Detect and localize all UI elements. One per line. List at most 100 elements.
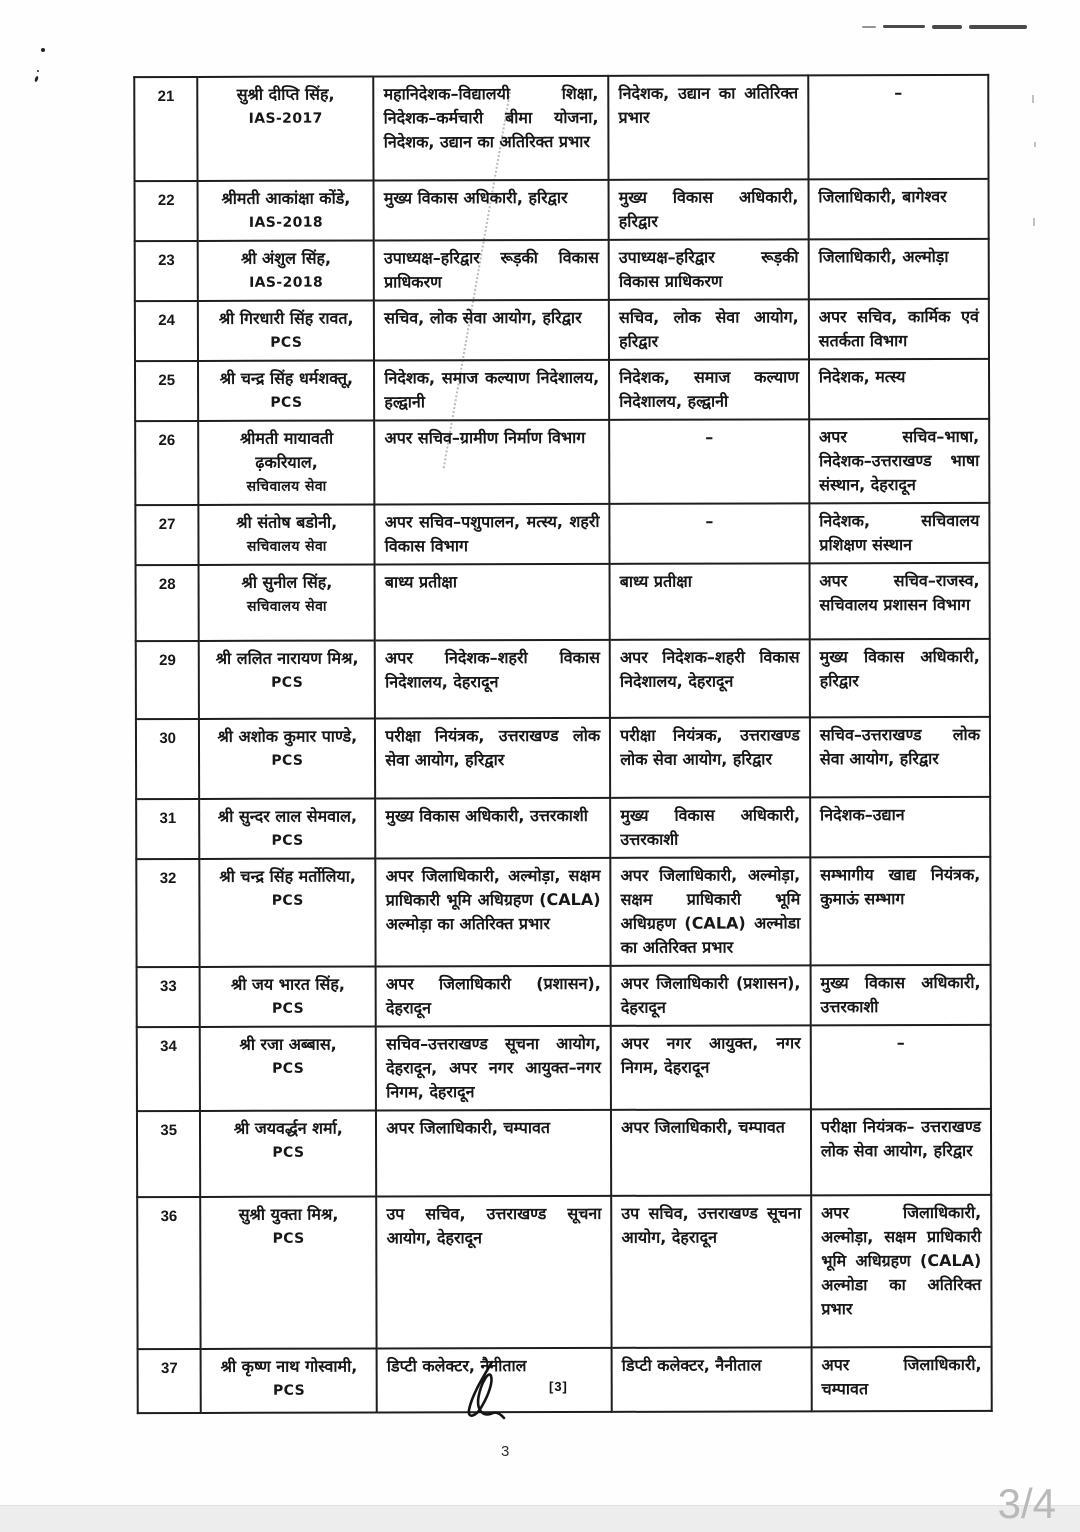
officer-name: श्री चन्द्र सिंह मर्तोलिया, [219,866,356,886]
officer-cadre: IAS-2018 [249,274,324,291]
officer-cadre: PCS [271,892,304,909]
viewer-bottom-bar [0,1505,1080,1532]
officer-name-cell: सुश्री दीप्ति सिंह, IAS-2017 [197,76,374,181]
new-post-cell: परीक्षा नियंत्रक– उत्तराखण्ड लोक सेवा आय… [810,1108,992,1196]
serial-number-cell: 28 [135,564,200,642]
officer-cadre: PCS [270,394,303,411]
page-number: 3 [501,1443,510,1460]
previous-post-cell: मुख्य विकास अधिकारी, उत्तरकाशी [375,797,611,859]
officer-name: सुश्री युक्ता मिश्र, [238,1204,339,1224]
relieved-post-cell: अपर जिलाधिकारी, चम्पावत [611,1109,812,1196]
table-row: 30 श्री अशोक कुमार पाण्डे, PCS परीक्षा न… [135,716,991,800]
officer-cadre: PCS [271,832,304,849]
previous-post-cell: अपर जिलाधिकारी, अल्मोड़ा, सक्षम प्राधिका… [375,857,611,967]
serial-number-cell: 22 [134,180,199,242]
serial-number-cell: 29 [135,640,200,720]
new-post-cell: निदेशक–उद्यान [809,796,991,858]
table-row: 31 श्री सुन्दर लाल सेमवाल, PCS मुख्य विक… [136,796,991,860]
serial-number-cell: 31 [136,798,200,860]
officer-name-cell: श्री सुन्दर लाल सेमवाल, PCS [199,798,376,859]
officer-cadre: PCS [272,1144,305,1161]
relieved-post-cell: निदेशक, उद्यान का अतिरिक्त प्रभार [608,75,809,180]
table-row: 23 श्री अंशुल सिंह, IAS-2018 उपाध्यक्ष–ह… [134,238,989,302]
officer-name-cell: श्री ललित नारायण मिश्र, PCS [199,640,376,719]
officer-cadre: IAS-2018 [248,214,324,231]
ink-mark [34,75,39,83]
officer-name: श्री चन्द्र सिंह धर्मशक्तू, [219,368,354,388]
serial-number-cell: 23 [134,240,199,302]
scan-edge-mark [1032,95,1034,103]
officer-cadre: सचिवालय सेवा [246,538,327,555]
relieved-post-cell: मुख्य विकास अधिकारी, हरिद्वार [608,179,809,240]
new-post-cell: मुख्य विकास अधिकारी, उत्तरकाशी [810,964,991,1026]
relieved-post-cell: उप सचिव, उत्तराखण्ड सूचना आयोग, देहरादून [611,1195,812,1348]
officer-name: श्री कृष्ण नाथ गोस्वामी, [220,1356,358,1376]
new-post-cell: अपर सचिव, कार्मिक एवं सतर्कता विभाग [808,298,989,360]
officer-name: श्री गिरधारी सिंह रावत, [218,308,354,328]
officer-cadre: सचिवालय सेवा [246,478,327,495]
officer-cadre: PCS [272,1230,305,1247]
relieved-post-cell: अपर निदेशक–शहरी विकास निदेशालय, देहरादून [609,639,810,718]
viewer-page-indicator: 3/4 [997,1480,1056,1527]
relieved-post-cell: – [609,503,810,564]
ink-mark [37,70,39,72]
scan-edge-mark [1033,218,1035,226]
signature [467,1360,506,1420]
officer-name: श्री सुनील सिंह, [241,572,333,592]
previous-post-cell: निदेशक, समाज कल्याण निदेशालय, हल्द्वानी [374,359,610,421]
relieved-post-cell: डिप्टी कलेक्टर, नैनीताल [611,1347,812,1412]
officer-name: श्री जय भारत सिंह, [230,974,345,994]
scan-artifact-smudge [862,16,1062,29]
serial-number-cell: 30 [135,718,200,800]
table-row: 29 श्री ललित नारायण मिश्र, PCS अपर निदेश… [135,638,990,720]
new-post-cell: अपर जिलाधिकारी, अल्मोड़ा, सक्षम प्राधिका… [811,1194,992,1348]
officer-cadre: PCS [271,1000,305,1017]
serial-number-cell: 24 [134,300,199,362]
officer-cadre: PCS [270,334,303,351]
officer-cadre: PCS [271,752,304,769]
officer-name: सुश्री दीप्ति सिंह, [236,84,335,104]
previous-post-cell: सचिव–उत्तराखण्ड सूचना आयोग, देहरादून, अप… [376,1025,612,1111]
officer-name: श्रीमती मायावती ढ़करियाल, [239,428,334,472]
officer-name-cell: श्री कृष्ण नाथ गोस्वामी, PCS [200,1348,378,1413]
table-row: 32 श्री चन्द्र सिंह मर्तोलिया, PCS अपर ज… [136,856,991,968]
officer-name: श्री ललित नारायण मिश्र, [215,648,359,668]
new-post-cell: मुख्य विकास अधिकारी, हरिद्वार [809,638,990,718]
new-post-cell: जिलाधिकारी, बागेश्वर [808,178,989,240]
previous-post-cell: अपर सचिव–पशुपालन, मत्स्य, शहरी विकास विभ… [374,503,610,565]
officer-name: श्रीमती आकांक्षा कोंडे, [221,188,351,208]
new-post-cell: सचिव–उत्तराखण्ड लोक सेवा आयोग, हरिद्वार [809,716,991,798]
table-row: 22 श्रीमती आकांक्षा कोंडे, IAS-2018 मुख्… [134,178,989,242]
serial-number-cell: 33 [136,966,201,1028]
officer-name: श्री सुन्दर लाल सेमवाल, [217,806,358,826]
officer-cadre: IAS-2017 [248,110,323,127]
previous-post-cell: परीक्षा नियंत्रक, उत्तराखण्ड लोक सेवा आय… [375,717,611,799]
serial-number-cell: 37 [137,1348,202,1414]
previous-post-cell: उप सचिव, उत्तराखण्ड सूचना आयोग, देहरादून [376,1195,612,1349]
ink-mark [41,48,45,52]
table-row: 35 श्री जयवर्द्धन शर्मा, PCS अपर जिलाधिक… [136,1108,992,1198]
new-post-cell: अपर सचिव–राजस्व, सचिवालय प्रशासन विभाग [809,562,990,640]
serial-number-cell: 35 [136,1110,201,1198]
officer-cadre: PCS [272,1382,306,1399]
serial-number-cell: 32 [136,858,200,968]
previous-post-cell: उपाध्यक्ष–हरिद्वार रूड़की विकास प्राधिकर… [373,239,609,301]
new-post-cell: अपर सचिव–भाषा, निदेशक–उत्तराखण्ड भाषा सं… [808,418,990,504]
officer-name: श्री अंशुल सिंह, [240,248,332,268]
serial-number-cell: 34 [136,1026,201,1112]
officer-name-cell: श्री गिरधारी सिंह रावत, PCS [198,300,375,361]
relieved-post-cell: सचिव, लोक सेवा आयोग, हरिद्वार [608,299,809,360]
officer-name: श्री अशोक कुमार पाण्डे, [217,726,358,746]
officer-name-cell: श्रीमती आकांक्षा कोंडे, IAS-2018 [197,180,374,241]
relieved-post-cell: अपर जिलाधिकारी (प्रशासन), देहरादून [610,965,811,1026]
officer-transfer-table: 21 सुश्री दीप्ति सिंह, IAS-2017 महानिदेश… [133,73,993,1415]
officer-name: श्री जयवर्द्धन शर्मा, [233,1118,343,1138]
officer-name-cell: श्री जयवर्द्धन शर्मा, PCS [200,1110,377,1197]
table-row: 26 श्रीमती मायावती ढ़करियाल, सचिवालय सेव… [135,418,990,506]
relieved-post-cell: बाध्य प्रतीक्षा [609,563,810,640]
officer-name-cell: श्री चन्द्र सिंह मर्तोलिया, PCS [199,858,376,967]
table-row: 27 श्री संतोष बडोनी, सचिवालय सेवा अपर सच… [135,502,990,566]
serial-number-cell: 26 [135,420,199,506]
relieved-post-cell: मुख्य विकास अधिकारी, उत्तरकाशी [610,797,811,858]
